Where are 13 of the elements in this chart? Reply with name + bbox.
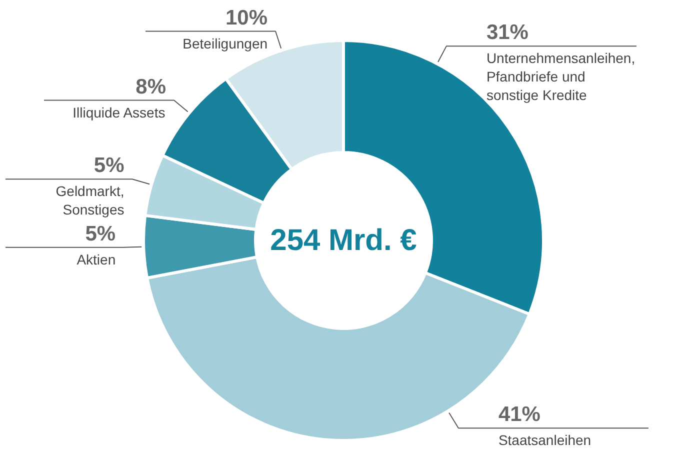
data-label: 5% [94,154,125,178]
data-label: 5% [85,222,116,246]
data-label: 31% [486,21,529,44]
slice-label: Beteiligungen [182,35,268,52]
slice-label: Staatsanleihen [498,432,592,448]
data-label: 10% [225,6,268,30]
slice-label: Illiquide Assets [72,104,166,120]
data-label: 8% [136,75,166,98]
slice-label: Unternehmensanleihen, Pfandbriefe und sonstige Kredite [486,50,636,103]
text: 254 Mrd. € [270,224,418,257]
slice-label: Aktien [76,251,116,268]
data-label: 41% [498,403,541,426]
slice-label: Geldmarkt, Sonstiges [56,183,124,218]
